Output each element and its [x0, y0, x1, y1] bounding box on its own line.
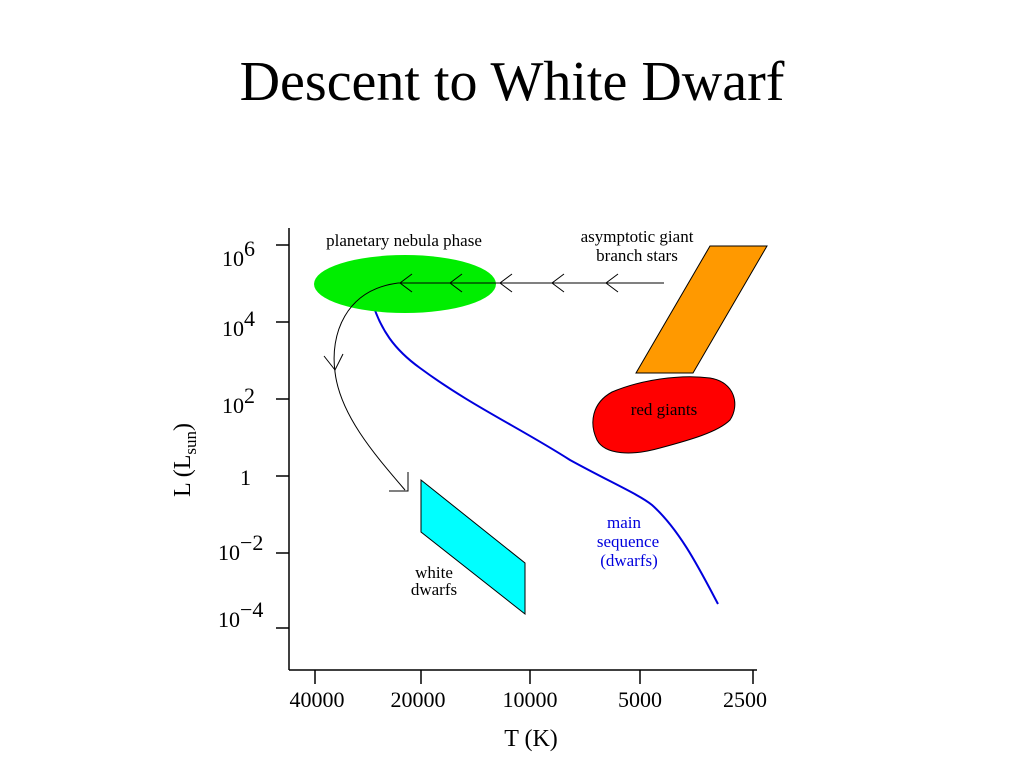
slide-title: Descent to White Dwarf — [239, 51, 785, 113]
x-tick-label: 2500 — [723, 687, 767, 712]
track-arrow-icon — [499, 273, 513, 293]
agb-label: asymptotic giant — [581, 227, 694, 246]
track-arrow-icon — [605, 273, 619, 293]
x-axis-title: T (K) — [504, 726, 558, 752]
white-dwarfs-label: white — [415, 563, 453, 582]
white-dwarfs-label: dwarfs — [411, 580, 457, 599]
x-tick-label: 40000 — [290, 687, 345, 712]
white-dwarfs-region — [420, 478, 526, 616]
track-arrow-icon — [399, 273, 413, 293]
track-arrow-icon — [449, 273, 463, 293]
main-sequence-label: main — [607, 513, 641, 532]
y-tick-label: 1 — [240, 465, 251, 490]
main-sequence-curve — [370, 297, 719, 605]
red-giants-label: red giants — [631, 400, 698, 419]
x-tick-label: 20000 — [391, 687, 446, 712]
x-tick-label: 5000 — [618, 687, 662, 712]
planetary-nebula-region — [314, 255, 496, 313]
y-tick-label: 10−4 — [218, 597, 263, 632]
descent-track-line — [333, 282, 406, 491]
planetary-nebula-label: planetary nebula phase — [326, 231, 482, 250]
red-giants-region — [592, 376, 736, 454]
track-arrow-icon — [551, 273, 565, 293]
descent-arrow-icon — [389, 472, 409, 492]
agb-label: branch stars — [596, 246, 678, 265]
y-axis-title: L (Lsun) — [170, 423, 200, 497]
main-sequence-label: (dwarfs) — [600, 551, 658, 570]
agb-region — [635, 245, 768, 374]
y-tick-label: 106 — [222, 236, 255, 271]
y-tick-label: 104 — [222, 306, 255, 341]
y-tick-label: 10−2 — [218, 530, 263, 565]
x-tick-label: 10000 — [503, 687, 558, 712]
y-tick-label: 102 — [222, 383, 255, 418]
main-sequence-label: sequence — [597, 532, 659, 551]
descent-arrow-icon — [323, 353, 344, 371]
